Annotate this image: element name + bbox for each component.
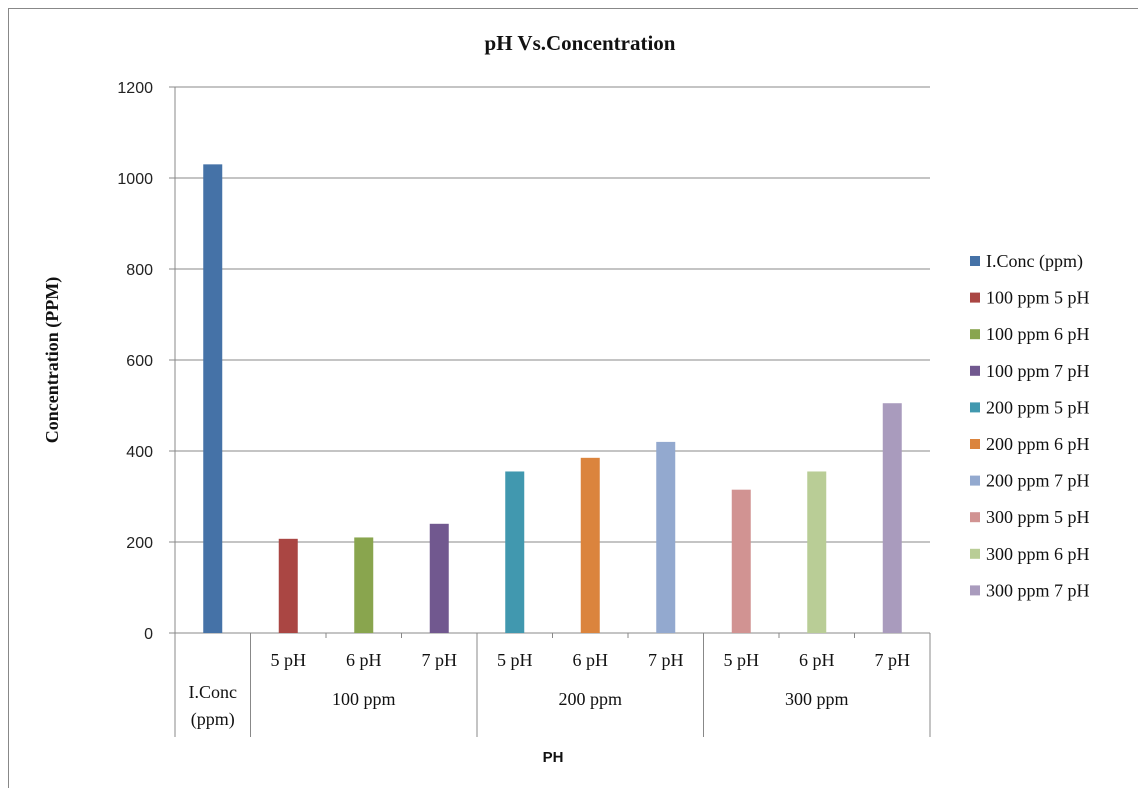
bar [580, 457, 600, 633]
legend-label: 300 ppm 6 pH [986, 544, 1090, 564]
legend-swatch [970, 512, 980, 523]
legend-label: I.Conc (ppm) [986, 251, 1083, 272]
legend-swatch [970, 292, 980, 303]
legend-label: 100 ppm 5 pH [986, 288, 1090, 308]
legend-swatch [970, 329, 980, 340]
legend-label: 200 ppm 5 pH [986, 397, 1090, 417]
legend: I.Conc (ppm) 100 ppm 5 pH 100 ppm 6 pH 100 … [970, 251, 1090, 600]
legend-swatch [970, 365, 980, 376]
y-axis-ticks: 0 200 400 600 800 1000 1200 [117, 80, 153, 643]
legend-label: 200 ppm 6 pH [986, 434, 1090, 454]
legend-swatch [970, 402, 980, 413]
x-tick-label: 5 pH [271, 650, 307, 670]
y-tick-label: 600 [126, 353, 153, 370]
x-tick-label: 7 pH [875, 650, 911, 670]
x-axis: I.Conc (ppm) 5 pH 6 pH 7 pH 100 ppm 5 pH 6 pH 7 … [174, 633, 931, 737]
x-axis-label: PH [543, 749, 564, 766]
bar [429, 523, 449, 633]
legend-swatch [970, 256, 980, 266]
legend-label: 300 ppm 5 pH [986, 507, 1090, 527]
bar [882, 403, 902, 633]
y-tick-label: 1200 [117, 80, 153, 97]
x-tick-label: 6 pH [346, 650, 382, 670]
bars [203, 164, 902, 633]
x-group-label: 100 ppm [332, 689, 396, 709]
legend-swatch [970, 585, 980, 596]
y-tick-label: 200 [126, 535, 153, 552]
x-group-label: 300 ppm [785, 689, 849, 709]
bar [278, 538, 298, 633]
x-group-label: 200 ppm [558, 689, 622, 709]
gridlines [169, 86, 930, 634]
x-group-label: I.Conc [189, 682, 238, 702]
x-tick-label: 6 pH [799, 650, 835, 670]
bar [354, 537, 374, 633]
bar [656, 441, 676, 633]
y-tick-label: 1000 [117, 171, 153, 188]
x-tick-label: 6 pH [573, 650, 609, 670]
bar [731, 489, 751, 633]
chart-title: pH Vs.Concentration [485, 31, 676, 55]
legend-swatch [970, 548, 980, 559]
x-tick-label: 5 pH [724, 650, 760, 670]
y-tick-label: 800 [126, 262, 153, 279]
x-tick-label: 7 pH [648, 650, 684, 670]
legend-swatch [970, 475, 980, 486]
chart-frame [8, 8, 1138, 788]
legend-label: 100 ppm 7 pH [986, 361, 1090, 381]
bar [807, 471, 827, 633]
x-tick-label: 5 pH [497, 650, 533, 670]
y-axis-label: Concentration (PPM) [42, 277, 63, 443]
x-tick-label: 7 pH [422, 650, 458, 670]
bar [203, 164, 223, 633]
legend-label: 200 ppm 7 pH [986, 471, 1090, 491]
legend-swatch [970, 439, 980, 449]
legend-label: 100 ppm 6 pH [986, 324, 1090, 344]
legend-label: 300 ppm 7 pH [986, 580, 1090, 600]
y-tick-label: 0 [144, 626, 153, 643]
x-group-label: (ppm) [191, 709, 235, 730]
bar [505, 471, 525, 633]
y-tick-label: 400 [126, 444, 153, 461]
